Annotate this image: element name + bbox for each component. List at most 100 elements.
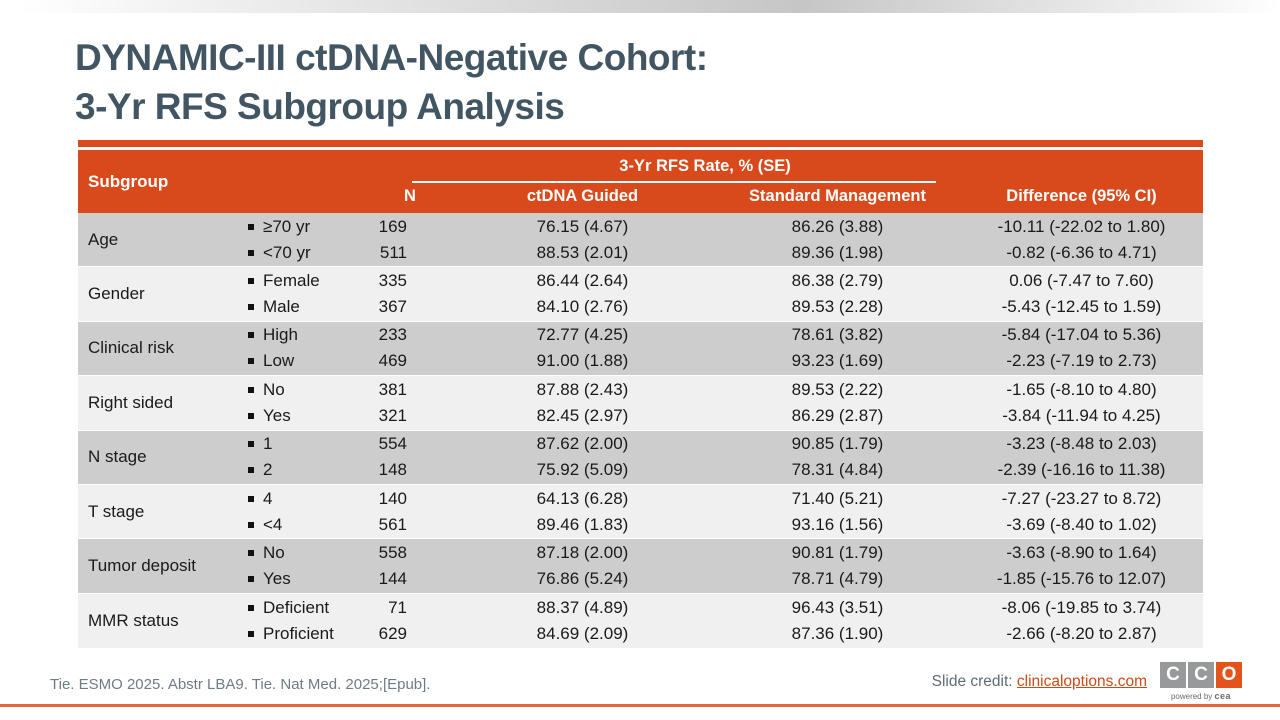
cell-value: 87.36 (1.90) <box>791 623 884 643</box>
cell-value: 87.88 (2.43) <box>536 379 629 399</box>
square-bullet-icon <box>248 495 254 502</box>
cell-value: 86.29 (2.87) <box>791 405 884 425</box>
logo-tagline-brand: cea <box>1214 691 1232 701</box>
header-row2: N ctDNA Guided Standard Management Diffe… <box>78 186 1203 206</box>
cell-value: 148 <box>378 460 407 480</box>
cell-value: 629 <box>378 623 407 643</box>
square-bullet-icon <box>248 467 254 474</box>
subgroup-item-label: Female <box>248 268 370 294</box>
cell-value: 367 <box>378 297 407 317</box>
cell-ctdna-guided: 87.18 (2.00) 76.86 (5.24) <box>450 539 715 592</box>
cell-value: 82.45 (2.97) <box>536 405 629 425</box>
square-bullet-icon <box>248 630 254 637</box>
subgroup-item-label: 1 <box>248 431 370 457</box>
table-row: MMR status Deficient Proficient 71 629 88.… <box>78 593 1203 648</box>
cell-subgroup-items: Deficient Proficient <box>240 594 370 648</box>
cell-subgroup-items: ≥70 yr <70 yr <box>240 213 370 266</box>
cell-n: 335 367 <box>370 267 450 320</box>
cco-logo: C C O powered by cea <box>1160 662 1242 701</box>
cell-ctdna-guided: 87.62 (2.00) 75.92 (5.09) <box>450 431 715 484</box>
cell-subgroup-label: Clinical risk <box>88 338 174 358</box>
cell-n: 71 629 <box>370 594 450 648</box>
cell-value: 87.18 (2.00) <box>536 542 629 562</box>
cell-n: 140 561 <box>370 485 450 538</box>
cell-value: 144 <box>378 568 407 588</box>
table-header: Subgroup 3-Yr RFS Rate, % (SE) N ctDNA G… <box>78 150 1203 213</box>
square-bullet-icon <box>248 521 254 528</box>
cell-value: 75.92 (5.09) <box>536 460 629 480</box>
subgroup-item-label: 4 <box>248 486 370 512</box>
slide-credit: Slide credit: clinicaloptions.com <box>932 673 1147 691</box>
cell-value: 90.85 (1.79) <box>791 434 884 454</box>
cell-value: -7.27 (-23.27 to 8.72) <box>1001 488 1162 508</box>
cell-ctdna-guided: 88.37 (4.89) 84.69 (2.09) <box>450 594 715 648</box>
cell-n: 233 469 <box>370 322 450 375</box>
cell-ctdna-guided: 86.44 (2.64) 84.10 (2.76) <box>450 267 715 320</box>
cell-value: 88.37 (4.89) <box>536 597 629 617</box>
cell-subgroup-label: Gender <box>88 284 145 304</box>
cell-value: 86.26 (3.88) <box>791 216 884 236</box>
cell-value: 558 <box>378 542 407 562</box>
cell-n: 558 144 <box>370 539 450 592</box>
cell-difference: -10.11 (-22.02 to 1.80) -0.82 (-6.36 to 4… <box>960 213 1203 266</box>
cell-standard-management: 90.81 (1.79) 78.71 (4.79) <box>715 539 960 592</box>
cell-subgroup-label: N stage <box>88 447 147 467</box>
header-span-underline <box>412 181 936 183</box>
subgroup-item-label: No <box>248 377 370 403</box>
logo-tagline-prefix: powered by <box>1170 692 1215 701</box>
cell-value: 78.31 (4.84) <box>791 460 884 480</box>
top-gradient-bar <box>20 0 1280 13</box>
cell-value: 76.86 (5.24) <box>536 568 629 588</box>
header-subgroup: Subgroup <box>88 171 169 191</box>
cell-difference: -7.27 (-23.27 to 8.72) -3.69 (-8.40 to 1.… <box>960 485 1203 538</box>
cell-standard-management: 86.26 (3.88) 89.36 (1.98) <box>715 213 960 266</box>
slide-credit-link[interactable]: clinicaloptions.com <box>1016 673 1147 690</box>
square-bullet-icon <box>248 278 254 285</box>
header-standard-management: Standard Management <box>749 187 926 205</box>
cell-standard-management: 86.38 (2.79) 89.53 (2.28) <box>715 267 960 320</box>
cell-value: 469 <box>378 351 407 371</box>
subgroup-item-label: <4 <box>248 512 370 538</box>
cell-ctdna-guided: 72.77 (4.25) 91.00 (1.88) <box>450 322 715 375</box>
subgroup-item-label: Yes <box>248 403 370 429</box>
cell-subgroup-items: No Yes <box>240 376 370 429</box>
cell-value: -5.43 (-12.45 to 1.59) <box>1001 297 1162 317</box>
cell-value: 511 <box>379 242 407 262</box>
cell-value: -2.39 (-16.16 to 11.38) <box>997 460 1166 480</box>
cell-difference: -3.23 (-8.48 to 2.03) -2.39 (-16.16 to 11… <box>960 431 1203 484</box>
cell-difference: -8.06 (-19.85 to 3.74) -2.66 (-8.20 to 2.… <box>960 594 1203 648</box>
header-n: N <box>404 187 416 205</box>
slide-title-line2: 3-Yr RFS Subgroup Analysis <box>75 86 565 127</box>
cell-value: 76.15 (4.67) <box>536 216 629 236</box>
table-row: T stage 4 <4 140 561 64.13 (6.28) 89.46 (1.… <box>78 484 1203 540</box>
cell-subgroup-items: High Low <box>240 322 370 375</box>
cell-value: 233 <box>378 325 407 345</box>
bottom-accent-line <box>0 704 1280 707</box>
slide-title: DYNAMIC-III ctDNA-Negative Cohort: 3-Yr … <box>75 33 708 131</box>
cell-value: 89.53 (2.28) <box>791 297 884 317</box>
cell-value: 91.00 (1.88) <box>536 351 629 371</box>
cell-value: -1.85 (-15.76 to 12.07) <box>996 568 1167 588</box>
cell-value: 86.44 (2.64) <box>536 271 629 291</box>
square-bullet-icon <box>248 249 254 256</box>
header-ctdna-guided: ctDNA Guided <box>526 187 639 205</box>
cell-standard-management: 96.43 (3.51) 87.36 (1.90) <box>715 594 960 648</box>
subgroup-item-label: <70 yr <box>248 240 370 266</box>
subgroup-item-label: Yes <box>248 566 370 592</box>
table-row: Tumor deposit No Yes 558 144 87.18 (2.00) 7… <box>78 539 1203 594</box>
logo-letter-c1: C <box>1160 662 1186 688</box>
cell-value: 89.46 (1.83) <box>536 514 629 534</box>
square-bullet-icon <box>248 358 254 365</box>
square-bullet-icon <box>248 332 254 339</box>
cell-ctdna-guided: 64.13 (6.28) 89.46 (1.83) <box>450 485 715 538</box>
cell-value: -3.69 (-8.40 to 1.02) <box>1006 514 1157 534</box>
cell-value: -3.63 (-8.90 to 1.64) <box>1006 542 1157 562</box>
cell-difference: 0.06 (-7.47 to 7.60) -5.43 (-12.45 to 1.5… <box>960 267 1203 320</box>
cell-subgroup-label: Right sided <box>88 392 174 412</box>
cell-value: 72.77 (4.25) <box>536 325 629 345</box>
slide-credit-label: Slide credit: <box>931 673 1017 690</box>
cell-value: 554 <box>378 434 407 454</box>
table-row: Age ≥70 yr <70 yr 169 511 76.15 (4.67) 88.5… <box>78 213 1203 268</box>
logo-letter-c2: C <box>1188 662 1214 688</box>
